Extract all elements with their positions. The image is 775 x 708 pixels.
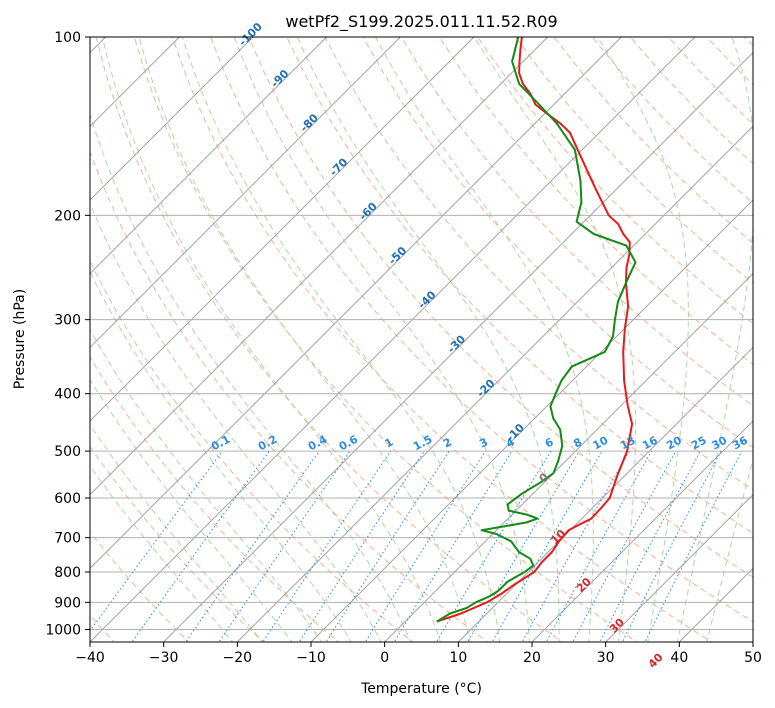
mixing-ratio-line	[599, 450, 701, 642]
y-tick-label: 200	[54, 208, 81, 224]
x-axis-label: Temperature (°C)	[360, 681, 482, 697]
mixing-ratio-line	[572, 450, 677, 642]
dry-adiabat	[324, 37, 753, 491]
dewpoint-profile-line	[436, 37, 637, 623]
axes-frame	[89, 36, 754, 643]
mixing-ratio-label: 30	[710, 434, 730, 453]
y-tick-label: 100	[54, 30, 81, 46]
moist-adiabat	[90, 112, 412, 642]
mixing-ratio-line	[466, 450, 580, 642]
x-tick-label: 0	[380, 650, 389, 666]
x-tick-label: 20	[523, 650, 541, 666]
isotherm-line	[310, 199, 753, 642]
mixing-ratio-label: 25	[689, 434, 709, 453]
moist-adiabat	[90, 201, 382, 642]
mixing-ratio-line	[298, 450, 425, 642]
isotherm-line	[90, 37, 475, 422]
x-tick-label: 40	[670, 650, 688, 666]
isotherm-line	[531, 420, 753, 642]
isotherm-line	[90, 37, 401, 348]
mixing-ratio-line	[90, 450, 223, 632]
x-tick-label: 50	[744, 650, 762, 666]
dry-adiabat	[477, 37, 753, 325]
axes: −40 −30 −20 −10 0 10 20 30 40 50 100 200 300 400 500 60…	[45, 30, 762, 666]
mixing-ratio-line	[218, 450, 351, 642]
x-tick-label: 30	[597, 650, 615, 666]
mixing-ratio-label: 20	[664, 434, 684, 453]
dry-adiabat	[362, 37, 753, 449]
y-axis-label: Pressure (hPa)	[12, 289, 28, 389]
mixing-ratio-line	[185, 450, 320, 642]
mixing-ratio-label: 16	[640, 434, 660, 453]
mixing-ratio-label: 36	[730, 434, 750, 453]
isotherm-line	[163, 52, 753, 642]
isotherm-line	[605, 494, 753, 642]
temperature-profile-line	[436, 37, 634, 623]
y-tick-label: 1000	[45, 622, 81, 638]
plot-area	[90, 37, 753, 642]
y-tick-label: 600	[54, 491, 81, 507]
isotherm-line	[384, 273, 753, 642]
chart-title: wetPf2_S199.2025.011.11.52.R09	[285, 12, 557, 32]
isotherm-line	[237, 125, 753, 642]
x-tick-label: −20	[223, 650, 253, 666]
isotherm-line	[90, 37, 622, 569]
y-tick-label: 700	[54, 531, 81, 547]
y-tick-label: 300	[54, 313, 81, 329]
dry-adiabat	[90, 259, 414, 642]
mixing-ratio-line	[325, 450, 450, 642]
x-tick-label: 10	[449, 650, 467, 666]
isotherm-line	[90, 37, 254, 201]
dry-adiabat	[438, 37, 753, 366]
y-tick-label: 900	[54, 595, 81, 611]
isotherm-line	[90, 37, 327, 275]
mixing-ratio-label: 10	[591, 434, 611, 453]
mixing-ratio-label: 13	[618, 434, 638, 453]
y-tick-label: 500	[54, 444, 81, 460]
dry-adiabat	[248, 37, 753, 578]
mixing-ratio-line	[262, 450, 392, 642]
dry-adiabat	[400, 37, 753, 407]
x-tick-label: −30	[149, 650, 179, 666]
y-tick-label: 800	[54, 565, 81, 581]
mixing-ratio-line	[621, 450, 722, 642]
mixing-ratio-line	[131, 450, 270, 642]
isotherm-line	[90, 37, 548, 496]
mixing-ratio-line	[393, 450, 513, 642]
mixing-ratio-line	[364, 450, 486, 642]
isotherm-line	[90, 37, 696, 642]
x-tick-label: −10	[296, 650, 326, 666]
x-tick-label: −40	[75, 650, 105, 666]
y-tick-label: 400	[54, 387, 81, 403]
